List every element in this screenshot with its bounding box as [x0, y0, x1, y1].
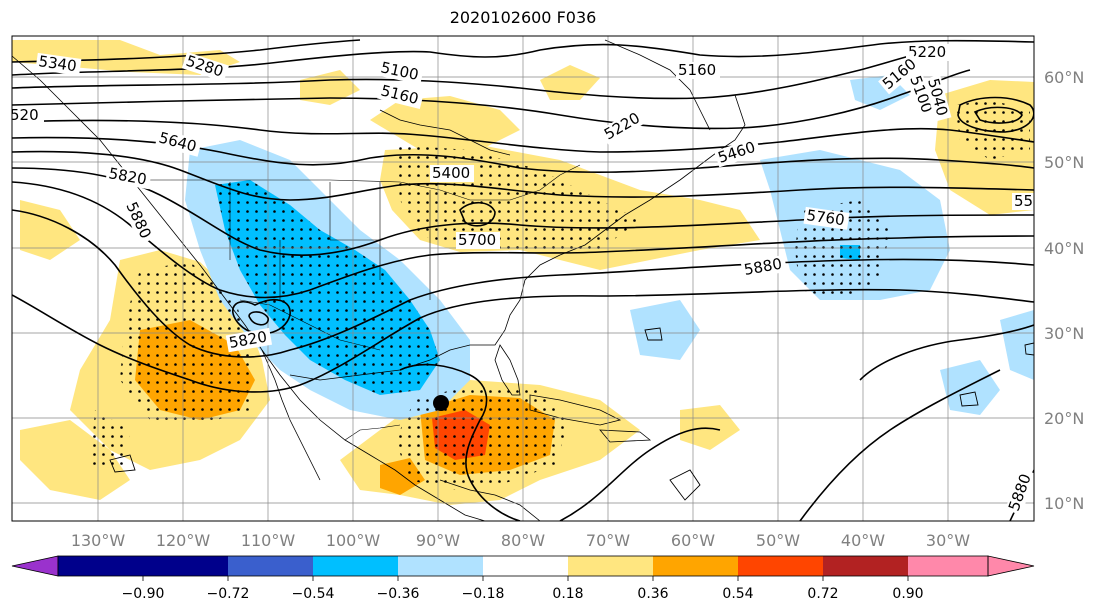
colorbar-segment: [143, 556, 228, 576]
graticule: [12, 36, 1034, 521]
lon-label: 30°W: [926, 531, 970, 550]
longitude-labels: 130°W 120°W 110°W 100°W 90°W 80°W 70°W 6…: [71, 531, 970, 550]
contour-label: 5160: [678, 61, 716, 79]
colorbar-segment: [908, 556, 988, 576]
contour-label: 55: [1014, 192, 1033, 210]
colorbar-tick: −0.36: [377, 586, 420, 602]
lon-label: 40°W: [841, 531, 885, 550]
minor-contours: [109, 327, 1034, 501]
colorbar-tick: −0.90: [122, 586, 165, 602]
colorbar-tick: 0.72: [807, 586, 838, 602]
colorbar-tick: −0.18: [462, 586, 505, 602]
lat-label: 30°N: [1044, 324, 1084, 343]
lon-label: 60°W: [671, 531, 715, 550]
lon-label: 100°W: [326, 531, 381, 550]
lon-label: 80°W: [501, 531, 545, 550]
latitude-labels: 60°N 50°N 40°N 30°N 20°N 10°N: [1044, 68, 1084, 513]
colorbar-segment: [738, 556, 823, 576]
colorbar-segment: [568, 556, 653, 576]
lon-label: 70°W: [586, 531, 630, 550]
map-title: 2020102600 F036: [449, 8, 597, 27]
lat-label: 20°N: [1044, 409, 1084, 428]
plot-frame: [11, 35, 1035, 522]
lat-label: 10°N: [1044, 494, 1084, 513]
colorbar-extend-low: [11, 555, 59, 577]
colorbar-segment: [823, 556, 908, 576]
contour-label: 520: [10, 106, 39, 124]
lon-label: 110°W: [241, 531, 296, 550]
contour-label: 5760: [805, 206, 845, 229]
colorbar-tick: 0.54: [722, 586, 753, 602]
colorbar-segment: [228, 556, 313, 576]
colorbar-tick: −0.54: [292, 586, 335, 602]
colorbar-segment: [313, 556, 398, 576]
colorbar-tick: −0.72: [207, 586, 250, 602]
lon-label: 130°W: [71, 531, 126, 550]
lon-label: 120°W: [156, 531, 211, 550]
contour-label: 5220: [908, 43, 946, 61]
contour-label: 5400: [432, 164, 470, 182]
lon-label: 90°W: [416, 531, 460, 550]
lat-label: 50°N: [1044, 153, 1084, 172]
colorbar-segment: [58, 556, 143, 576]
colorbar-tick: 0.18: [552, 586, 583, 602]
storm-center-marker: [433, 395, 449, 411]
colorbar: −0.90 −0.72 −0.54 −0.36 −0.18 0.18 0.36 …: [11, 555, 1035, 602]
contour-label: 5340: [37, 52, 77, 75]
colorbar-segment: [483, 556, 568, 576]
plot-area: 5340 5280 5100 5160 5160 5220 5160 5100 …: [10, 36, 1034, 521]
lon-label: 50°W: [756, 531, 800, 550]
lat-label: 40°N: [1044, 239, 1084, 258]
height-contours: [12, 39, 1034, 521]
colorbar-tick: 0.36: [637, 586, 668, 602]
lat-label: 60°N: [1044, 68, 1084, 87]
colorbar-segment: [398, 556, 483, 576]
colorbar-segment: [653, 556, 738, 576]
contour-label: 5700: [458, 231, 496, 249]
colorbar-tick: 0.90: [892, 586, 923, 602]
colorbar-extend-high: [987, 555, 1035, 577]
